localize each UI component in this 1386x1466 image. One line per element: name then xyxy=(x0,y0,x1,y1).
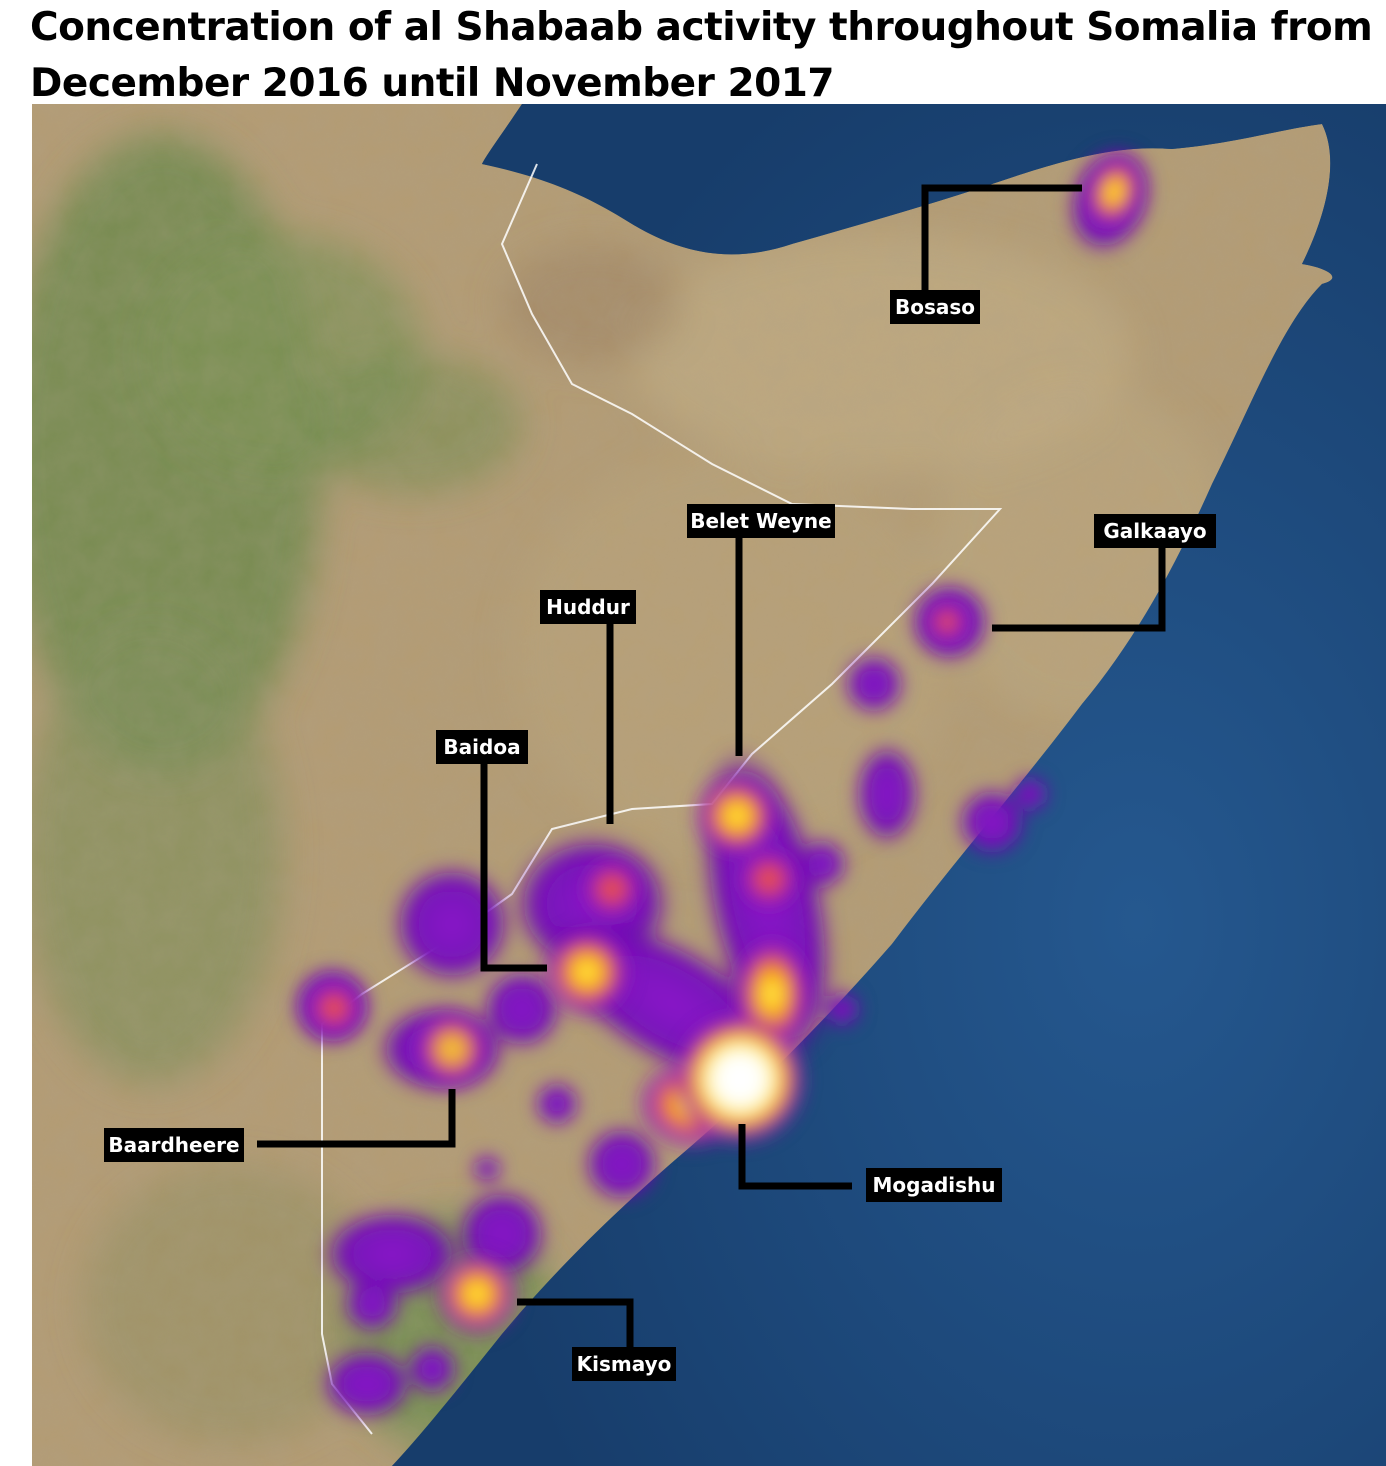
sea-overlay xyxy=(392,104,1386,1466)
label-mogadishu-text: Mogadishu xyxy=(872,1173,995,1197)
heatmap-satellite-map: Bosaso Galkaayo Belet Weyne Huddur Baido… xyxy=(32,104,1386,1466)
label-belet-weyne-text: Belet Weyne xyxy=(690,509,832,533)
label-galkaayo-text: Galkaayo xyxy=(1103,519,1206,543)
label-bosaso: Bosaso xyxy=(890,290,980,324)
label-baardheere: Baardheere xyxy=(104,1128,244,1162)
label-huddur: Huddur xyxy=(540,590,636,624)
label-huddur-text: Huddur xyxy=(546,595,630,619)
label-bosaso-text: Bosaso xyxy=(895,295,975,319)
title-line-2: December 2016 until November 2017 xyxy=(30,61,835,106)
label-baardheere-text: Baardheere xyxy=(108,1133,239,1157)
label-baidoa-text: Baidoa xyxy=(443,735,520,759)
label-baidoa: Baidoa xyxy=(436,730,528,764)
leader-lines xyxy=(257,184,1166,1354)
label-galkaayo: Galkaayo xyxy=(1094,514,1216,548)
label-kismayo: Kismayo xyxy=(572,1347,676,1381)
map-title: Concentration of al Shabaab activity thr… xyxy=(30,0,1380,112)
title-line-1: Concentration of al Shabaab activity thr… xyxy=(30,5,1373,50)
label-kismayo-text: Kismayo xyxy=(577,1352,672,1376)
label-belet-weyne: Belet Weyne xyxy=(687,504,835,538)
heat-layer xyxy=(292,146,1153,1419)
label-mogadishu: Mogadishu xyxy=(866,1168,1002,1202)
